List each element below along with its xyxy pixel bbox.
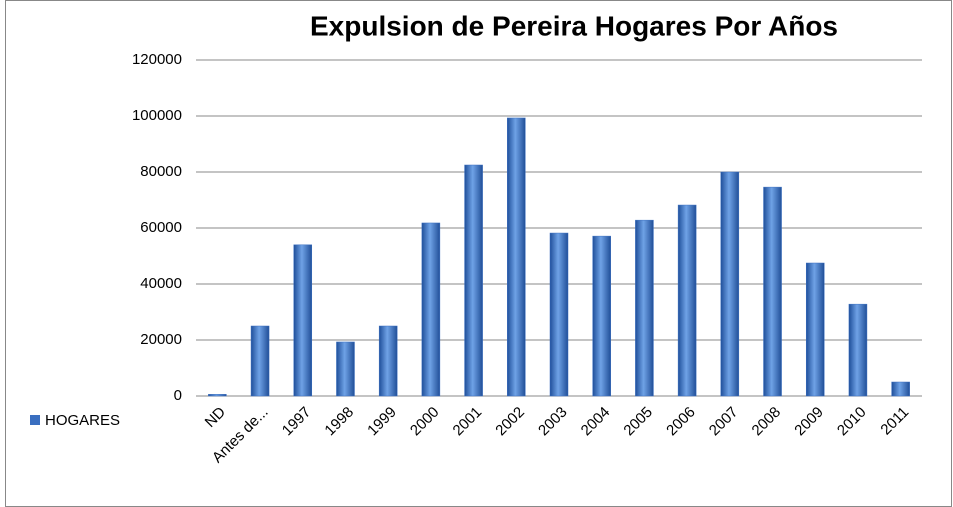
- bar: [891, 381, 910, 397]
- bar: [421, 222, 441, 397]
- bar: [720, 171, 740, 397]
- bar: [378, 325, 398, 397]
- chart-title: Expulsion de Pereira Hogares Por Años: [310, 10, 838, 41]
- bar: [336, 341, 355, 397]
- y-tick-label: 80000: [140, 163, 182, 180]
- legend-swatch: [30, 415, 40, 425]
- bar: [293, 244, 313, 397]
- bar: [549, 232, 569, 397]
- y-tick-label: 20000: [140, 331, 182, 348]
- bar: [592, 235, 611, 397]
- bar: [677, 204, 697, 397]
- bar: [464, 164, 483, 397]
- bar: [208, 394, 227, 397]
- bar: [805, 262, 825, 397]
- bar: [848, 303, 868, 397]
- bar: [635, 219, 654, 397]
- y-tick-label: 100000: [132, 107, 182, 124]
- y-tick-label: 0: [174, 387, 182, 404]
- bar: [250, 325, 270, 397]
- legend-label: HOGARES: [45, 412, 120, 429]
- bar: [507, 117, 526, 397]
- y-tick-label: 60000: [140, 219, 182, 236]
- y-tick-label: 120000: [132, 51, 182, 68]
- y-tick-label: 40000: [140, 275, 182, 292]
- bar: [763, 186, 782, 397]
